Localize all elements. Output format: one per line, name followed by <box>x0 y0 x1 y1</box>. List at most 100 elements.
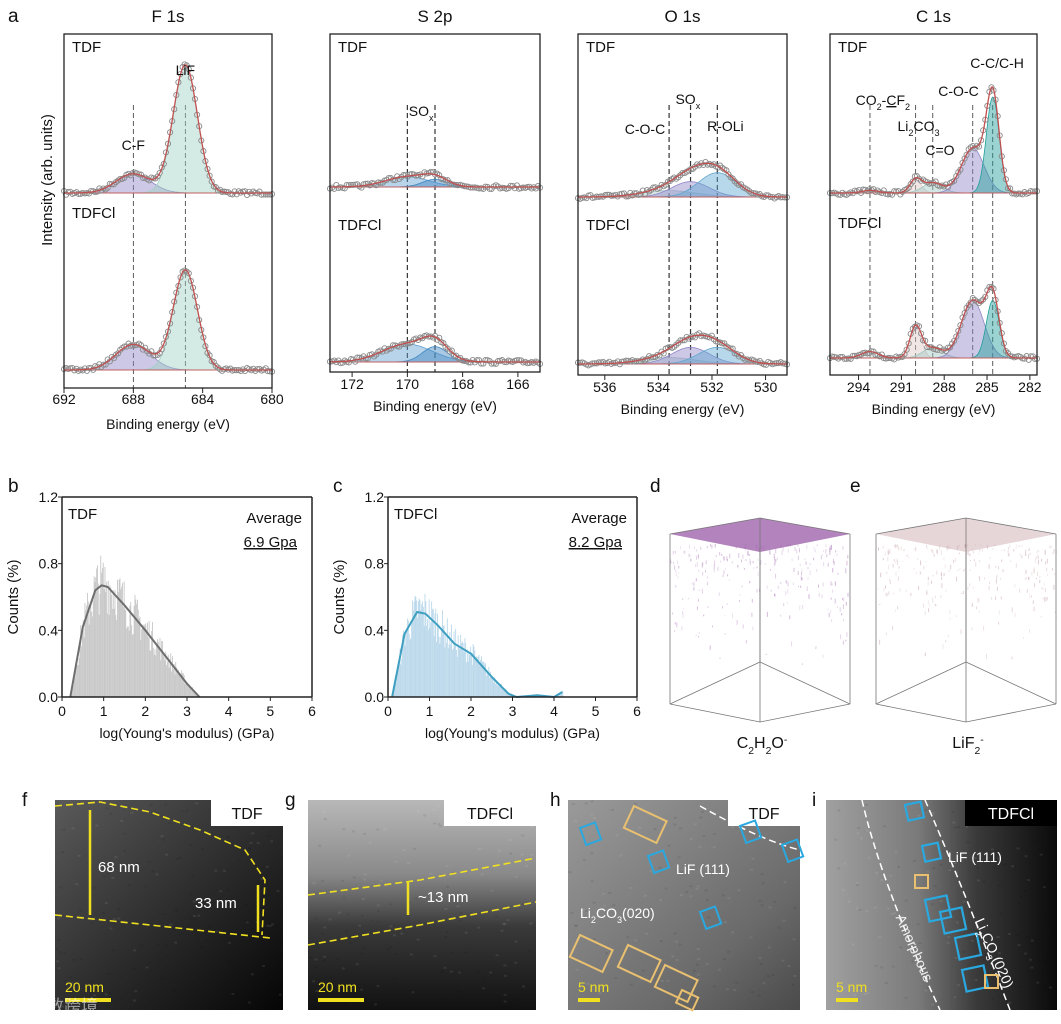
image-texture <box>894 850 898 853</box>
depth-signal <box>702 561 704 567</box>
depth-signal <box>813 557 814 561</box>
depth-signal <box>749 581 751 584</box>
image-texture <box>401 926 405 929</box>
image-texture <box>848 900 851 903</box>
depth-signal <box>955 558 957 562</box>
depth-signal <box>937 549 938 555</box>
image-texture <box>338 911 342 914</box>
data-point <box>239 188 246 195</box>
data-point <box>499 184 506 191</box>
depth-signal <box>774 593 776 597</box>
histogram-bar <box>192 687 193 697</box>
image-texture <box>244 919 248 922</box>
image-texture <box>973 857 977 860</box>
histogram-bar <box>90 605 92 697</box>
image-texture <box>693 823 697 826</box>
cube-edge <box>759 661 851 705</box>
depth-signal <box>892 592 894 595</box>
depth-signal <box>1000 596 1002 600</box>
image-texture <box>942 850 946 853</box>
depth-signal <box>983 625 985 631</box>
depth-signal <box>950 564 952 570</box>
image-texture <box>1051 931 1055 934</box>
image-texture <box>931 812 935 815</box>
image-texture <box>677 856 681 859</box>
depth-signal <box>942 644 944 650</box>
fit-component <box>64 64 272 194</box>
image-texture <box>503 1000 507 1003</box>
depth-signal <box>940 595 942 598</box>
image-texture <box>792 938 796 941</box>
image-texture <box>79 958 83 961</box>
image-texture <box>916 923 920 926</box>
histogram-bar <box>171 671 173 697</box>
image-texture <box>504 974 507 977</box>
image-texture <box>568 871 572 874</box>
image-texture <box>891 965 895 968</box>
depth-signal <box>1014 613 1016 617</box>
data-point <box>158 346 165 353</box>
histogram-bar <box>442 625 444 697</box>
image-texture <box>984 954 988 957</box>
histogram-bar <box>447 648 449 697</box>
image-texture <box>697 958 701 961</box>
image-texture <box>889 874 893 877</box>
scale-bar <box>578 998 600 1002</box>
histogram-bar <box>75 670 77 697</box>
cube-edge <box>965 703 1057 723</box>
depth-signal <box>756 544 757 548</box>
image-texture <box>346 913 350 916</box>
depth-signal <box>790 544 791 547</box>
depth-signal <box>676 622 678 628</box>
depth-signal <box>1014 583 1016 588</box>
depth-signal <box>744 546 745 549</box>
depth-signal <box>926 589 928 595</box>
image-texture <box>62 829 66 831</box>
depth-signal <box>748 562 750 565</box>
histogram-bar <box>125 610 127 697</box>
depth-signal <box>698 635 699 638</box>
image-texture <box>106 873 110 876</box>
image-texture <box>605 952 609 955</box>
depth-signal <box>1051 552 1053 555</box>
micrograph-image <box>308 800 536 1010</box>
depth-signal <box>766 585 768 590</box>
depth-signal <box>975 606 977 610</box>
depth-signal <box>939 545 941 550</box>
xps-title: F 1s <box>151 7 184 26</box>
image-texture <box>689 895 693 898</box>
depth-signal <box>744 549 746 552</box>
image-texture <box>104 993 108 996</box>
histogram-bar <box>88 624 90 697</box>
histogram-bar <box>179 673 181 697</box>
histogram-bar <box>92 600 94 697</box>
image-texture <box>1042 989 1046 992</box>
image-texture <box>530 825 534 828</box>
image-texture <box>362 833 366 835</box>
histogram-bar <box>558 694 560 697</box>
depth-signal <box>902 560 904 562</box>
tof-sims-cube-d: C2H2O- <box>669 517 851 757</box>
image-texture <box>93 994 97 997</box>
image-texture <box>196 898 200 901</box>
histogram-bar <box>434 613 436 697</box>
histogram-bar <box>408 633 410 697</box>
depth-signal <box>960 629 962 635</box>
depth-signal <box>953 559 955 563</box>
image-texture <box>990 848 994 851</box>
depth-signal <box>747 550 749 555</box>
depth-signal <box>678 572 680 574</box>
image-texture <box>109 999 113 1002</box>
image-texture <box>1042 886 1046 889</box>
depth-signal <box>1041 587 1043 590</box>
depth-signal <box>809 562 811 566</box>
image-texture <box>251 973 254 976</box>
image-texture <box>1034 938 1038 941</box>
histogram-bar <box>187 683 188 697</box>
histogram-bar <box>441 628 442 697</box>
image-texture <box>996 936 1000 938</box>
depth-signal <box>1046 558 1048 564</box>
image-texture <box>344 930 348 933</box>
image-texture <box>524 865 528 868</box>
